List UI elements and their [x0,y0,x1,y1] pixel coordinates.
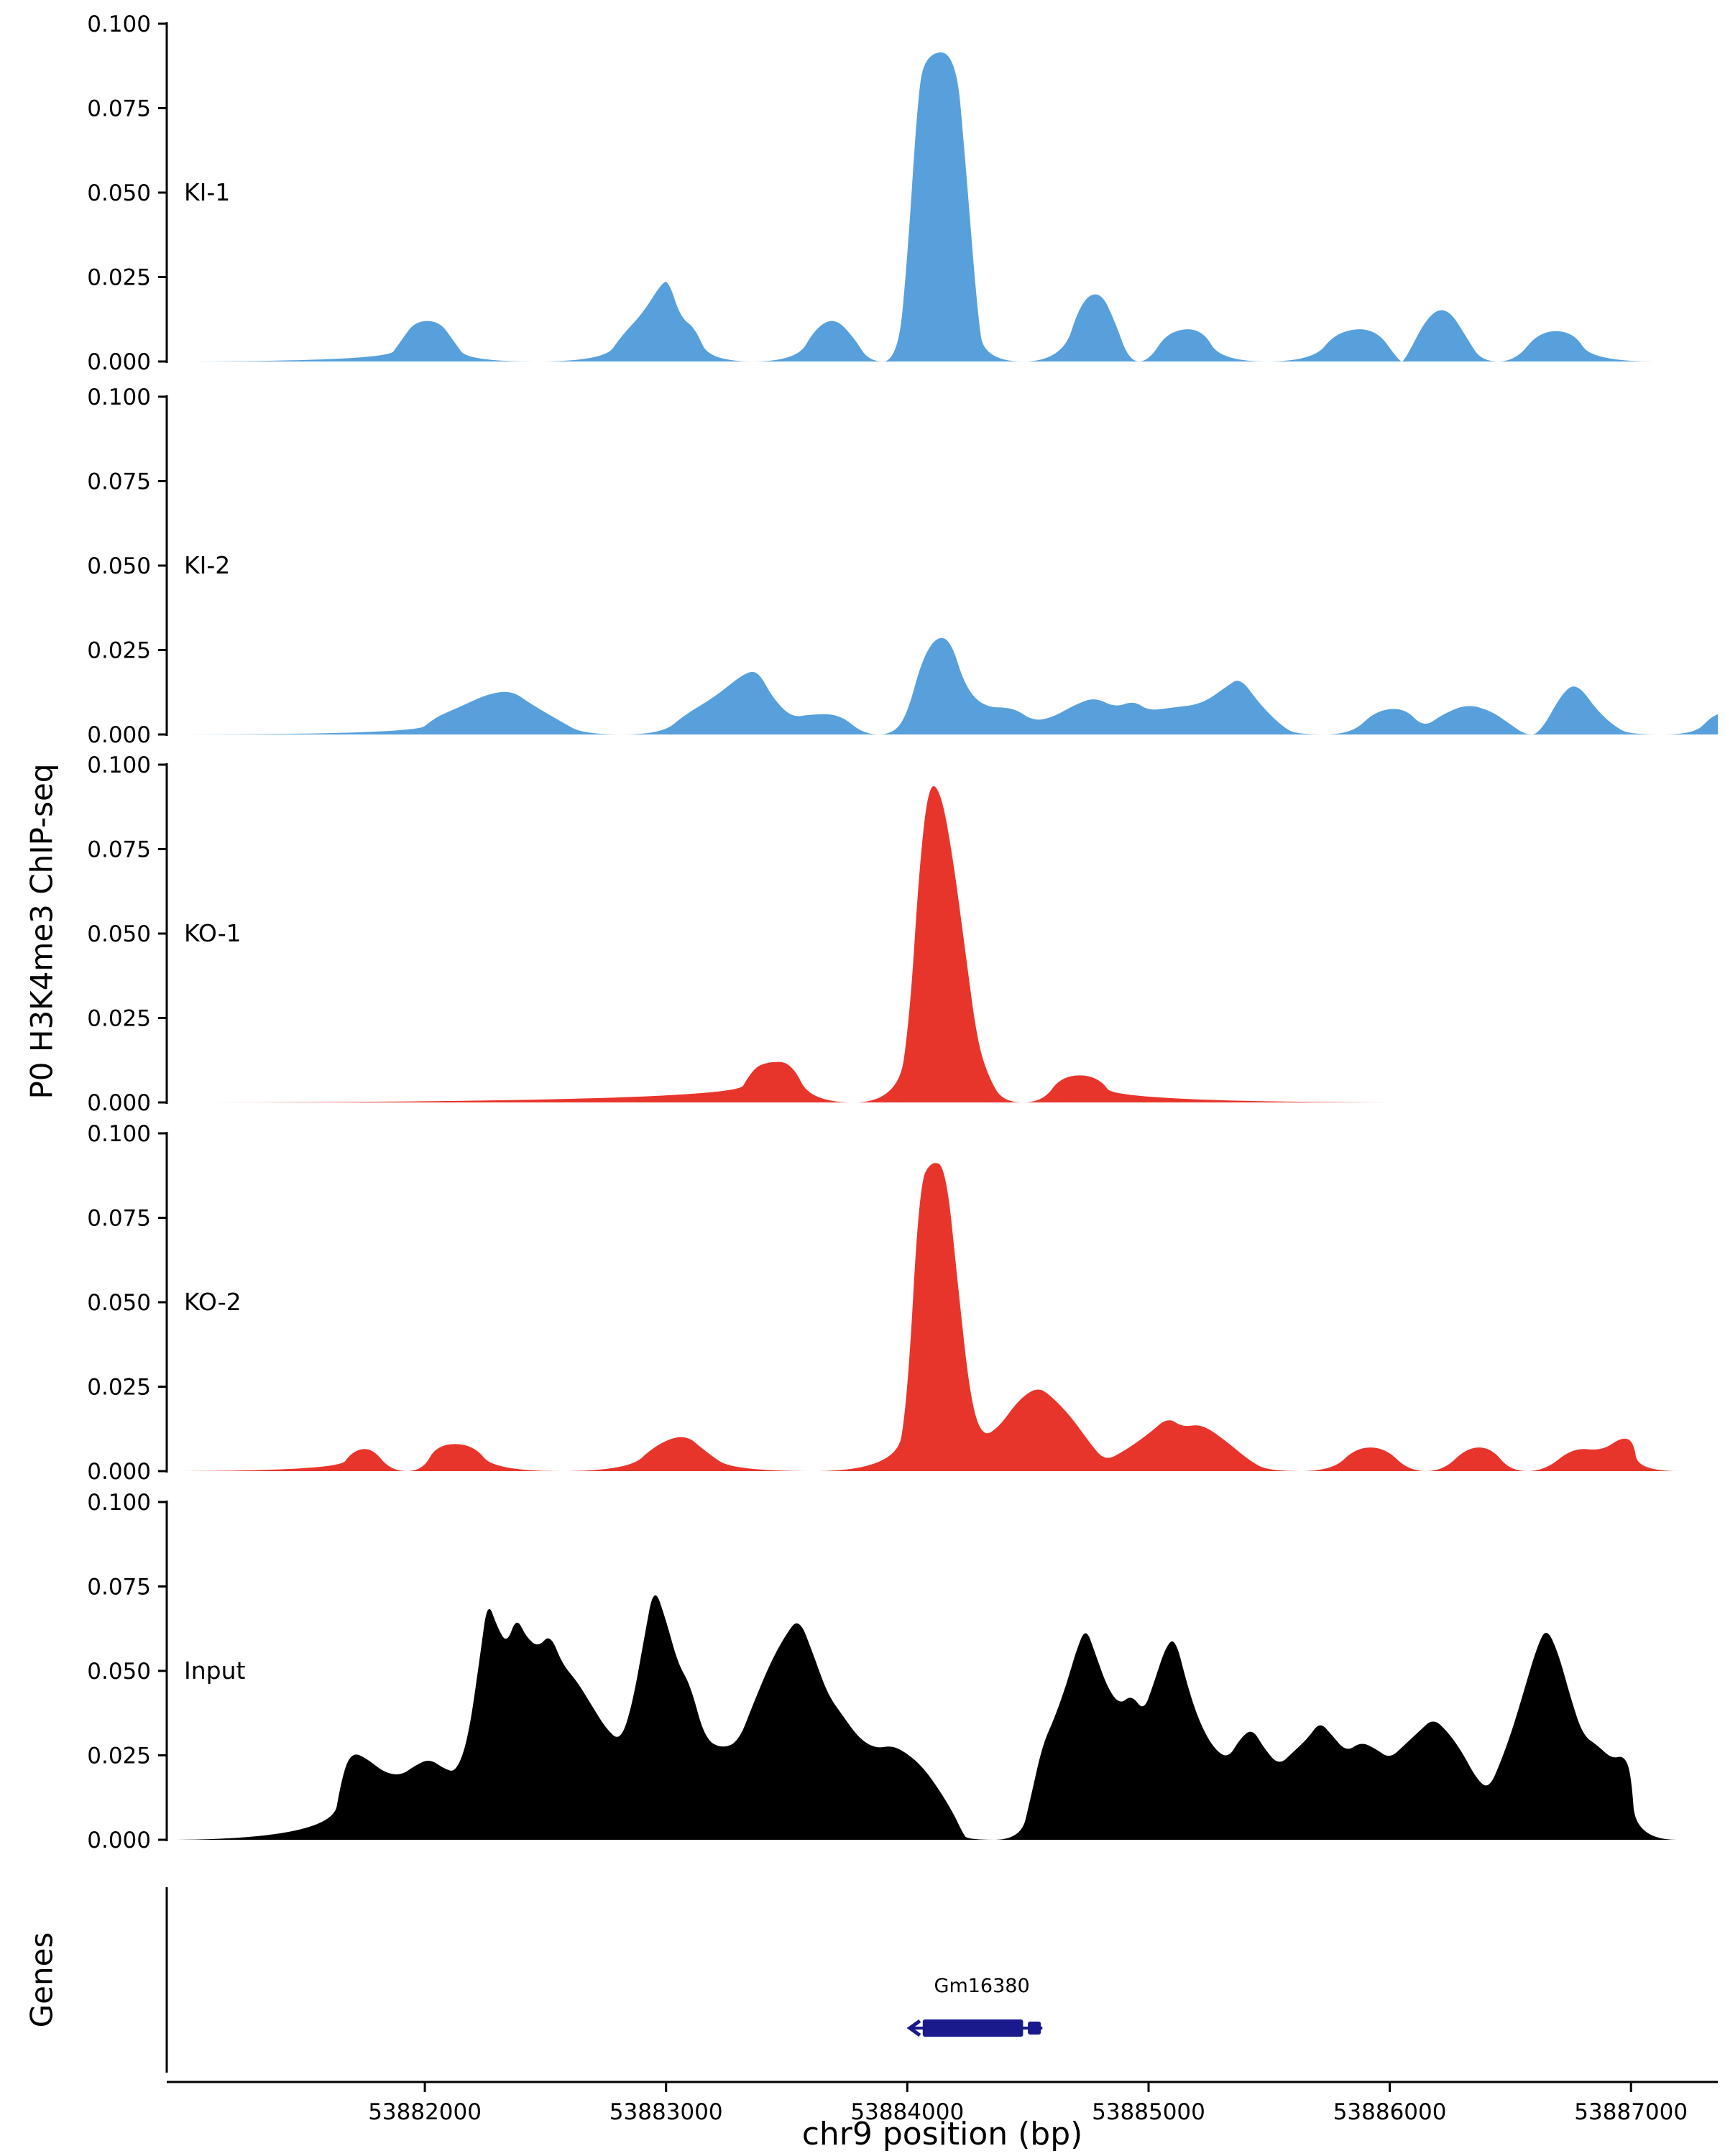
x-axis-title: chr9 position (bp) [801,2116,1083,2152]
y-tick-label: 0.050 [87,180,151,206]
coverage-area-input [167,1595,1718,1840]
y-tick-label: 0.025 [87,1375,151,1401]
gene-exon [922,2019,1024,2037]
coverage-area-ko-2 [167,1163,1718,1471]
track-label-input: Input [184,1657,246,1685]
y-tick-label: 0.025 [87,265,151,291]
y-tick-label: 0.075 [87,469,151,495]
y-tick-label: 0.050 [87,1659,151,1685]
x-tick-label: 53885000 [1092,2099,1205,2125]
track-label-ko-2: KO-2 [184,1288,242,1316]
y-tick-label: 0.050 [87,553,151,579]
gene-name-label: Gm16380 [934,1975,1030,1997]
y-tick-label: 0.000 [87,1828,151,1853]
x-tick-label: 53887000 [1574,2099,1688,2125]
track-label-ki-1: KI-1 [184,178,230,206]
track-label-ki-2: KI-2 [184,551,230,579]
track-label-ko-1: KO-1 [184,919,242,947]
y-tick-label: 0.075 [87,1575,151,1600]
coverage-area-ki-1 [167,52,1718,362]
x-tick-label: 53886000 [1333,2099,1447,2125]
y-tick-label: 0.000 [87,722,151,748]
coverage-area-ko-1 [167,786,1718,1102]
x-tick-label: 53884000 [850,2099,964,2125]
y-axis-title: P0 H3K4me3 ChIP-seq [24,763,60,1100]
y-tick-label: 0.025 [87,1743,151,1769]
track-panel-ko-1: 0.000 0.025 0.050 0.075 0.100 KO-1 [87,752,1718,1116]
genes-panel: Gm16380 [165,1887,1043,2073]
y-tick-label: 0.050 [87,921,151,947]
y-tick-label: 0.100 [87,1121,151,1147]
y-tick-label: 0.075 [87,837,151,863]
track-panel-input: 0.000 0.025 0.050 0.075 0.100 Input [87,1490,1718,1853]
y-tick-label: 0.100 [87,1490,151,1516]
gene-strand-arrow-icon [906,2019,921,2037]
y-tick-label: 0.025 [87,638,151,664]
y-tick-label: 0.025 [87,1006,151,1032]
y-tick-label: 0.100 [87,384,151,410]
y-tick-label: 0.000 [87,1459,151,1485]
x-tick-label: 53883000 [610,2099,723,2125]
x-tick-label: 53882000 [368,2099,482,2125]
y-tick-label: 0.000 [87,1090,151,1116]
x-axis: 53882000 53883000 53884000 53885000 53886000… [167,2081,1718,2125]
y-tick-label: 0.075 [87,96,151,122]
y-tick-label: 0.100 [87,752,151,778]
coverage-area-ki-2 [167,637,1718,734]
track-panel-ko-2: 0.000 0.025 0.050 0.075 0.100 KO-2 [87,1121,1718,1485]
y-tick-label: 0.050 [87,1290,151,1316]
y-tick-label: 0.000 [87,349,151,375]
y-tick-label: 0.100 [87,11,151,37]
genes-panel-title: Genes [24,1932,60,2028]
y-tick-label: 0.075 [87,1206,151,1232]
track-panel-ki-2: 0.000 0.025 0.050 0.075 0.100 KI-2 [87,384,1718,748]
gene-exon [1028,2022,1041,2035]
track-panel-ki-1: 0.000 0.025 0.050 0.075 0.100 KI-1 [87,11,1718,375]
